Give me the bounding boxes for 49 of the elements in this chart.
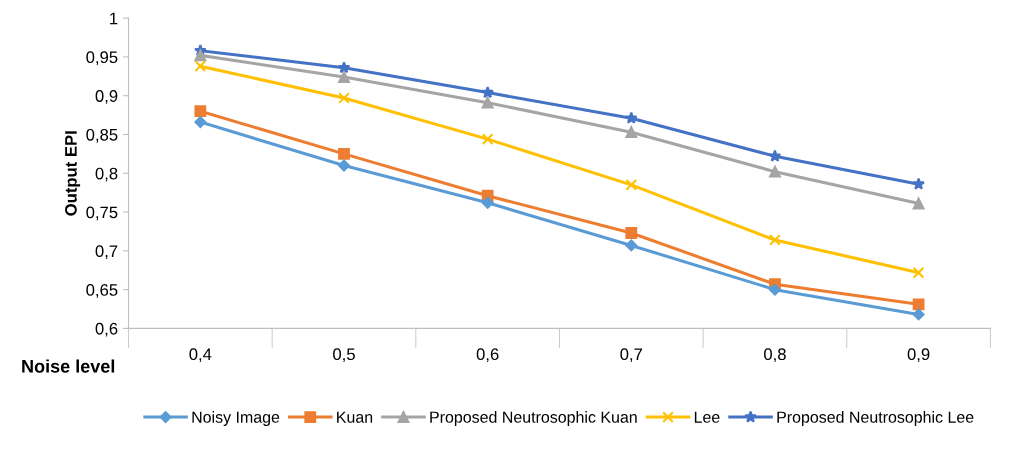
x-tick-label: 0,7 — [620, 348, 643, 363]
point — [912, 197, 925, 210]
point — [912, 298, 925, 311]
point — [912, 266, 925, 279]
y-tick-label: 0,65 — [86, 284, 118, 298]
point — [769, 165, 781, 178]
x-axis-title: Noise level — [22, 359, 115, 373]
point — [768, 283, 781, 296]
point — [912, 177, 925, 190]
y-tick-label: 0,95 — [86, 51, 118, 66]
y-axis-title: Output EPI — [65, 131, 81, 216]
point — [769, 234, 781, 246]
point — [625, 126, 638, 139]
point — [194, 60, 207, 73]
x-tick-label: 0,5 — [333, 348, 355, 363]
point — [624, 111, 638, 124]
point — [768, 149, 782, 162]
legend-label: Lee — [694, 411, 720, 423]
point — [481, 96, 494, 109]
legend-label: Kuan — [337, 411, 373, 423]
y-tick-label: 0,7 — [95, 245, 118, 260]
x-tick-label: 0,6 — [476, 348, 499, 363]
point — [338, 159, 350, 172]
point — [338, 71, 350, 83]
point — [481, 133, 494, 146]
legend-label: Proposed Neutrosophic Kuan — [430, 411, 637, 426]
x-tick-label: 0,4 — [189, 348, 212, 363]
point — [194, 105, 207, 118]
point — [338, 92, 350, 104]
y-tick-label: 0,8 — [95, 167, 118, 182]
point — [338, 147, 350, 160]
point — [337, 61, 351, 74]
point — [625, 227, 638, 239]
point — [194, 49, 207, 62]
legend-label: Noisy Image — [192, 411, 280, 426]
legend-label: Proposed Neutrosophic Lee — [777, 411, 974, 426]
point — [625, 179, 638, 191]
x-tick-label: 0,8 — [764, 348, 786, 363]
x-tick-label: 0,9 — [907, 348, 930, 363]
y-tick-label: 1 — [110, 12, 118, 25]
y-tick-label: 0,6 — [95, 322, 118, 337]
y-tick-label: 0,75 — [86, 206, 118, 221]
point — [481, 86, 494, 99]
point — [194, 116, 207, 129]
point — [912, 308, 925, 321]
y-tick-label: 0,85 — [86, 128, 118, 143]
point — [625, 239, 638, 252]
y-tick-label: 0,9 — [95, 90, 118, 104]
point — [481, 196, 494, 209]
